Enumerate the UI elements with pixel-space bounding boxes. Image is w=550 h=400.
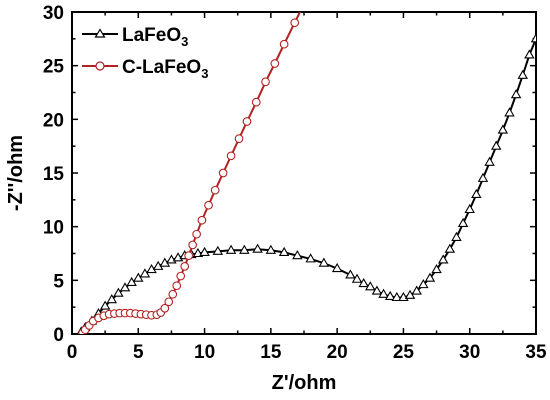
data-point-lafeo3 [199, 246, 210, 256]
data-point-lafeo3 [484, 156, 495, 166]
data-point-lafeo3 [113, 287, 124, 297]
data-point-c-lafeo3 [242, 117, 252, 126]
data-point-lafeo3 [444, 243, 456, 253]
x-axis-label: Z'/ohm [272, 372, 337, 394]
data-point-c-lafeo3 [176, 271, 186, 281]
data-point-lafeo3 [99, 300, 111, 310]
data-point-lafeo3 [212, 245, 224, 255]
y-axis-label: -Z''/ohm [5, 135, 27, 211]
data-point-lafeo3 [378, 288, 389, 298]
axis-ticks [71, 11, 537, 335]
data-point-lafeo3 [471, 188, 482, 199]
x-tick-label: 0 [67, 342, 78, 363]
data-point-lafeo3 [265, 244, 277, 254]
data-point-lafeo3 [411, 285, 422, 295]
x-tick-label: 5 [133, 342, 144, 363]
legend-marker-lafeo3 [94, 28, 106, 38]
data-point-c-lafeo3 [197, 215, 207, 225]
x-tick-label: 30 [459, 342, 480, 363]
data-point-lafeo3 [278, 246, 290, 256]
y-tick-label: 20 [43, 110, 64, 131]
data-point-c-lafeo3 [290, 18, 300, 28]
data-point-c-lafeo3 [184, 251, 194, 260]
data-point-c-lafeo3 [234, 134, 244, 144]
data-point-lafeo3 [384, 290, 396, 300]
y-tick-label: 15 [43, 164, 65, 185]
data-point-lafeo3 [358, 277, 369, 288]
data-point-lafeo3 [418, 279, 429, 289]
data-point-lafeo3 [490, 140, 502, 150]
data-point-c-lafeo3 [168, 289, 178, 299]
data-point-c-lafeo3 [261, 77, 270, 87]
data-point-lafeo3 [119, 282, 131, 292]
data-point-c-lafeo3 [180, 262, 190, 271]
data-point-lafeo3 [424, 272, 436, 282]
data-point-lafeo3 [524, 49, 535, 59]
legend-entry-c-lafeo3: C-LaFeO3 [82, 57, 208, 81]
data-point-lafeo3 [351, 273, 363, 283]
data-point-c-lafeo3 [204, 200, 213, 210]
legend: LaFeO3 C-LaFeO3 [82, 25, 208, 81]
data-point-lafeo3 [391, 291, 403, 302]
series-lafeo3 [76, 33, 536, 334]
data-point-lafeo3 [239, 244, 250, 254]
data-point-lafeo3 [252, 243, 263, 253]
legend-entry-lafeo3: LaFeO3 [82, 25, 188, 49]
data-point-lafeo3 [318, 257, 330, 267]
data-point-lafeo3 [530, 33, 536, 43]
series-c-lafeo3 [78, 0, 310, 334]
legend-label-lafeo3: LaFeO3 [122, 25, 188, 49]
data-point-c-lafeo3 [270, 59, 280, 68]
data-point-lafeo3 [437, 254, 449, 264]
x-tick-label: 20 [327, 342, 348, 363]
data-point-lafeo3 [451, 231, 462, 241]
data-point-lafeo3 [510, 89, 522, 99]
data-point-lafeo3 [106, 294, 118, 304]
y-tick-label: 5 [53, 271, 64, 292]
data-point-lafeo3 [464, 203, 475, 214]
data-point-c-lafeo3 [279, 39, 289, 49]
data-point-c-lafeo3 [218, 168, 228, 178]
data-point-lafeo3 [504, 107, 515, 117]
data-point-lafeo3 [477, 172, 489, 182]
data-point-c-lafeo3 [172, 281, 182, 291]
data-point-lafeo3 [457, 217, 469, 227]
data-point-lafeo3 [365, 281, 376, 291]
y-tick-label: 10 [43, 218, 64, 239]
data-point-lafeo3 [292, 250, 303, 260]
series-layer [76, 0, 536, 334]
data-point-lafeo3 [517, 69, 528, 79]
y-tick-label: 25 [43, 57, 65, 78]
data-point-lafeo3 [331, 262, 343, 273]
data-point-lafeo3 [225, 244, 237, 254]
data-point-c-lafeo3 [164, 297, 174, 307]
data-point-c-lafeo3 [226, 151, 236, 161]
data-point-lafeo3 [305, 253, 316, 263]
data-point-lafeo3 [371, 285, 383, 295]
data-point-c-lafeo3 [160, 303, 170, 313]
y-tick-label: 30 [43, 3, 64, 24]
data-point-lafeo3 [497, 124, 509, 134]
data-point-c-lafeo3 [188, 240, 197, 250]
x-tick-label: 35 [525, 342, 547, 363]
legend-label-c-lafeo3: C-LaFeO3 [122, 57, 208, 81]
x-tick-label: 25 [393, 342, 415, 363]
data-point-lafeo3 [431, 263, 442, 274]
x-tick-label: 10 [194, 342, 215, 363]
legend-marker-c-lafeo3 [95, 61, 105, 71]
data-point-c-lafeo3 [251, 97, 261, 107]
tick-labels: 0 5 10 15 20 25 30 35 0 5 10 15 20 25 30 [43, 3, 547, 363]
x-tick-label: 15 [260, 342, 282, 363]
data-point-c-lafeo3 [302, 0, 310, 5]
series-line-c-lafeo3 [81, 12, 302, 334]
data-point-lafeo3 [345, 269, 356, 279]
data-point-lafeo3 [192, 247, 204, 258]
series-line-lafeo3 [80, 38, 536, 333]
data-point-c-lafeo3 [210, 185, 220, 195]
y-tick-label: 0 [53, 325, 64, 346]
data-point-c-lafeo3 [192, 229, 201, 239]
